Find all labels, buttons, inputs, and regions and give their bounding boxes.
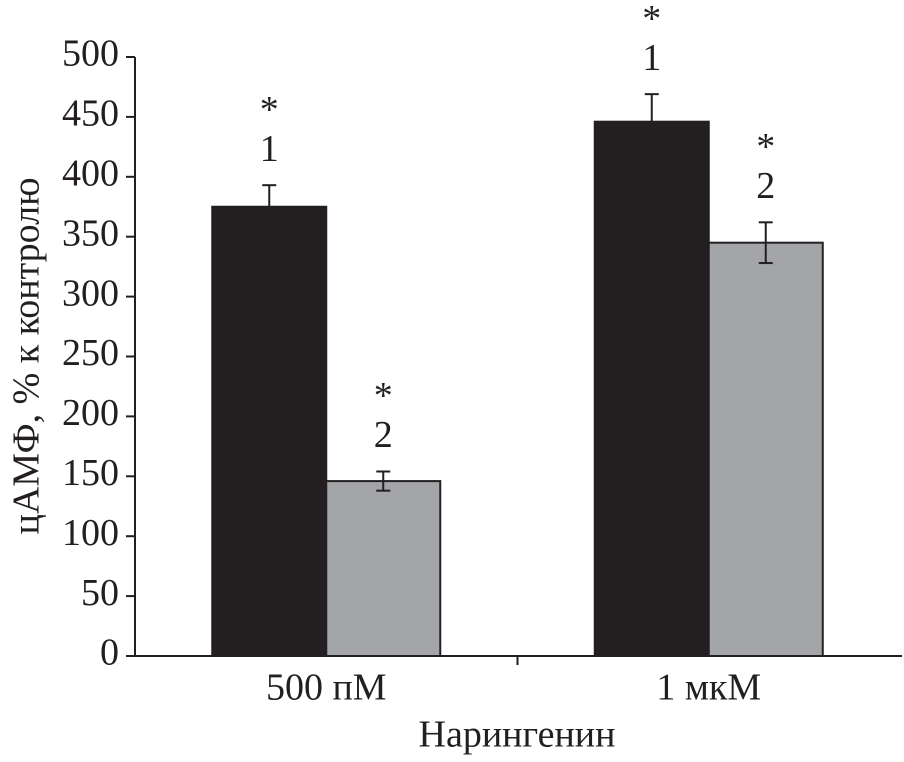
- y-tick-label: 150: [62, 452, 119, 494]
- y-tick-label: 100: [62, 512, 119, 554]
- y-tick-label: 200: [62, 392, 119, 434]
- x-tick-label: 1 мкМ: [656, 667, 761, 709]
- bar: [707, 241, 824, 657]
- significance-marker: *: [756, 126, 775, 168]
- bar: [593, 120, 710, 657]
- y-tick-label: 400: [62, 153, 119, 195]
- y-tick-label: 0: [100, 632, 119, 674]
- significance-marker: *: [260, 89, 279, 131]
- x-axis-label: Нарингенин: [419, 714, 616, 756]
- y-tick-label: 350: [62, 212, 119, 254]
- bar: [211, 205, 328, 657]
- y-tick-label: 250: [62, 332, 119, 374]
- y-tick-label: 50: [81, 572, 119, 614]
- y-tick-label: 500: [62, 33, 119, 75]
- series-label: 2: [756, 165, 775, 207]
- y-axis-label: цАМФ, % к контролю: [6, 178, 48, 535]
- series-label: 1: [260, 128, 279, 170]
- series-label: 2: [374, 414, 393, 456]
- y-tick-label: 300: [62, 272, 119, 314]
- significance-marker: *: [642, 0, 661, 40]
- significance-marker: *: [374, 375, 393, 417]
- x-tick-label: 500 пМ: [266, 667, 387, 709]
- series-label: 1: [642, 37, 661, 79]
- y-tick-label: 450: [62, 93, 119, 135]
- bar: [325, 480, 442, 658]
